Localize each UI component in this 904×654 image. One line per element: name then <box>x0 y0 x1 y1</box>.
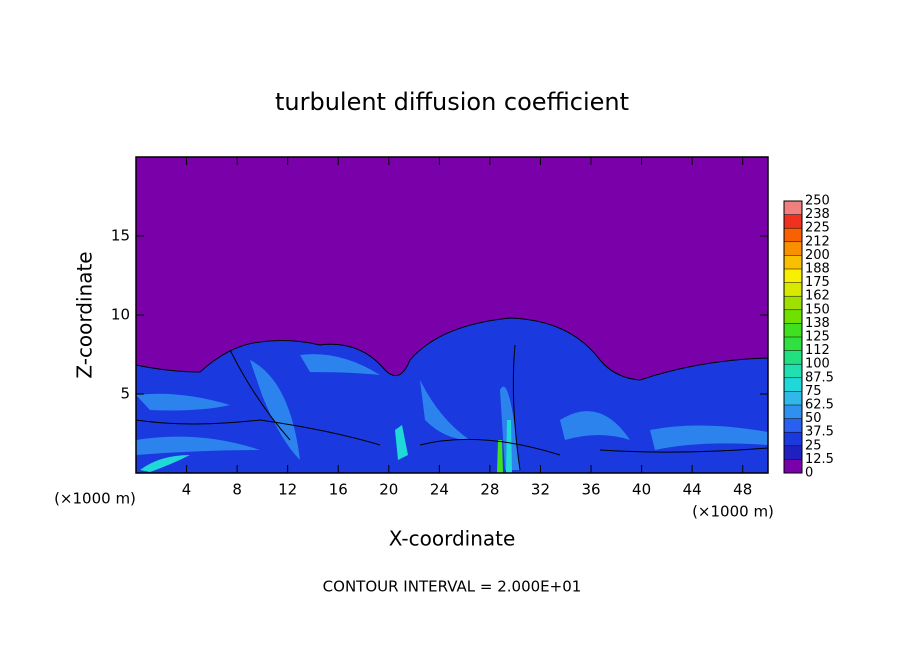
x-tick-label: 32 <box>531 481 550 499</box>
chart-title: turbulent diffusion coefficient <box>275 88 629 116</box>
colorbar-label: 25 <box>805 438 822 453</box>
colorbar-band <box>784 296 802 310</box>
colorbar-label: 200 <box>805 248 830 263</box>
x-tick-label: 44 <box>683 481 702 499</box>
colorbar-label: 125 <box>805 330 830 345</box>
colorbar-label: 12.5 <box>805 452 834 467</box>
colorbar-label: 212 <box>805 234 830 249</box>
colorbar-band <box>784 201 802 215</box>
colorbar-label: 100 <box>805 357 830 372</box>
colorbar-label: 0 <box>805 466 813 481</box>
colorbar-label: 225 <box>805 221 830 236</box>
colorbar-label: 112 <box>805 343 830 358</box>
colorbar-band <box>784 445 802 460</box>
colorbar-band <box>784 350 802 365</box>
colorbar-label: 75 <box>805 384 822 399</box>
colorbar-band <box>784 214 802 229</box>
colorbar-label: 37.5 <box>805 425 834 440</box>
colorbar-band <box>784 377 802 392</box>
colorbar-label: 162 <box>805 289 830 304</box>
colorbar-label: 138 <box>805 316 830 331</box>
x-tick-label: 24 <box>430 481 449 499</box>
colorbar-band <box>784 364 802 378</box>
colorbar-label: 150 <box>805 302 830 317</box>
x-tick-label: 20 <box>379 481 398 499</box>
colorbar-label: 62.5 <box>805 398 834 413</box>
colorbar-band <box>784 459 802 473</box>
x-tick-label: 36 <box>581 481 600 499</box>
colorbar-band <box>784 269 802 283</box>
field <box>135 157 769 474</box>
y-tick-label: 10 <box>111 306 130 324</box>
x-tick-label: 12 <box>278 481 297 499</box>
colorbar-band <box>784 418 802 433</box>
field-region <box>136 354 768 470</box>
colorbar-band <box>784 337 802 351</box>
colorbar-band <box>784 323 802 337</box>
colorbar-label: 250 <box>805 194 830 209</box>
colorbar-band <box>784 255 802 269</box>
y-tick-label: 5 <box>120 385 130 403</box>
colorbar-band <box>784 405 802 419</box>
colorbar-label: 238 <box>805 207 830 222</box>
colorbar-band <box>784 391 802 405</box>
footer-note: CONTOUR INTERVAL = 2.000E+01 <box>323 578 582 596</box>
y-tick-label: 15 <box>111 227 130 245</box>
x-tick-label: 8 <box>232 481 242 499</box>
x-tick-label: 48 <box>733 481 752 499</box>
colorbar-label: 50 <box>805 411 822 426</box>
colorbar-band <box>784 432 802 446</box>
colorbar-band <box>784 228 802 242</box>
field-contour <box>135 344 769 471</box>
field-region <box>497 440 503 473</box>
x-tick-label: 16 <box>329 481 348 499</box>
colorbar-label: 87.5 <box>805 370 834 385</box>
colorbar-label: 175 <box>805 275 830 290</box>
colorbar-band <box>784 282 802 297</box>
x-axis-label: X-coordinate <box>389 527 516 551</box>
x-unit-label: (×1000 m) <box>692 503 774 521</box>
x-tick-label: 4 <box>182 481 192 499</box>
x-unit-label: (×1000 m) <box>54 490 136 508</box>
colorbar-label: 188 <box>805 262 830 277</box>
colorbar-band <box>784 309 802 324</box>
colorbar-band <box>784 241 802 256</box>
x-tick-label: 40 <box>632 481 651 499</box>
y-axis-label: Z-coordinate <box>73 251 97 378</box>
x-tick-label: 28 <box>480 481 499 499</box>
